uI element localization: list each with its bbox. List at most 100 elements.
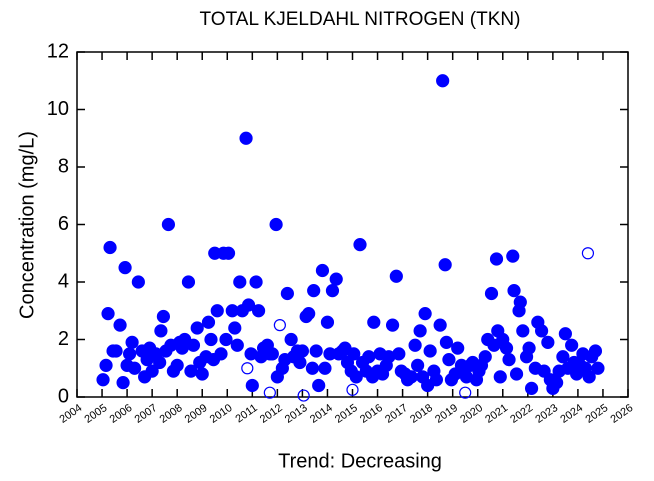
y-tick-label: 4 (58, 270, 69, 292)
data-point (101, 307, 115, 321)
x-tick-label: 2021 (483, 402, 510, 426)
data-point (489, 252, 504, 266)
data-point (233, 275, 247, 289)
data-point (284, 332, 298, 347)
data-point (411, 358, 425, 372)
data-point (588, 344, 603, 358)
data-point (442, 353, 456, 367)
data-point (433, 318, 447, 332)
data-point (116, 376, 130, 390)
data-point (423, 344, 437, 358)
x-tick-label: 2011 (233, 402, 259, 425)
x-tick-label: 2025 (583, 402, 610, 426)
data-point (513, 295, 527, 309)
data-point (99, 358, 113, 372)
data-point (312, 378, 326, 393)
data-point (429, 373, 444, 387)
x-tick-label: 2018 (408, 402, 435, 426)
non-detect-point (346, 383, 359, 396)
data-point (438, 258, 452, 272)
x-tick-label: 2013 (283, 402, 310, 426)
x-tick-label: 2015 (333, 402, 360, 426)
data-point (582, 370, 596, 384)
data-point (228, 321, 242, 335)
data-point (230, 338, 244, 352)
data-point (509, 367, 524, 381)
non-detect-point (273, 319, 286, 332)
y-tick-label: 8 (58, 155, 69, 177)
data-point (145, 364, 159, 378)
data-point (309, 344, 323, 358)
non-detect-point (241, 362, 254, 375)
data-point (307, 284, 321, 298)
data-point (451, 341, 465, 355)
data-point (161, 217, 176, 232)
data-point (265, 347, 279, 361)
x-tick-label: 2014 (308, 402, 335, 426)
y-tick-label: 2 (58, 328, 69, 350)
data-point (118, 261, 132, 275)
x-tick-label: 2012 (258, 402, 285, 426)
data-point (219, 332, 233, 347)
data-point (367, 315, 381, 329)
data-point (502, 353, 516, 367)
data-point (214, 347, 228, 361)
data-point (524, 381, 539, 395)
data-point (181, 275, 196, 289)
data-point (413, 324, 427, 338)
data-point (186, 338, 201, 352)
x-tick-label: 2006 (108, 402, 135, 426)
data-point (131, 275, 145, 289)
data-point (190, 321, 204, 335)
data-point (522, 341, 536, 355)
y-axis-label: Concentration (mg/L) (16, 131, 38, 319)
data-point (204, 332, 218, 347)
y-tick-label: 6 (58, 213, 69, 235)
data-point (325, 284, 340, 298)
data-point (154, 324, 168, 338)
data-point (245, 378, 259, 393)
y-tick-label: 0 (58, 385, 69, 407)
non-detect-point (297, 389, 310, 402)
data-point (239, 131, 253, 145)
data-point (210, 304, 224, 318)
data-point (128, 361, 142, 375)
data-point (591, 361, 605, 375)
x-tick-label: 2017 (383, 402, 410, 426)
x-tick-label: 2005 (82, 402, 109, 426)
data-point (122, 347, 137, 361)
data-point (293, 355, 307, 370)
data-point (302, 307, 316, 321)
data-point (484, 286, 499, 301)
data-point (249, 275, 263, 289)
data-point (408, 338, 422, 352)
data-point (269, 217, 283, 232)
data-point (320, 315, 335, 329)
data-point (507, 284, 521, 298)
data-point (329, 272, 343, 286)
data-point (113, 318, 127, 332)
x-axis-label: Trend: Decreasing (278, 450, 442, 472)
non-detect-point (581, 247, 595, 260)
data-point (478, 350, 492, 364)
non-detect-point (459, 386, 472, 399)
data-point (499, 341, 514, 355)
data-point (392, 347, 406, 361)
data-point (534, 324, 549, 338)
data-point (241, 298, 256, 312)
data-point (565, 338, 579, 352)
x-tick-label: 2020 (458, 402, 485, 426)
data-point (493, 370, 507, 384)
data-point (96, 373, 110, 387)
non-detect-point (263, 386, 276, 399)
chart-title: TOTAL KJELDAHL NITROGEN (TKN) (200, 9, 521, 30)
x-tick-label: 2010 (208, 402, 235, 426)
data-point (385, 318, 400, 332)
data-point (347, 347, 361, 361)
x-tick-label: 2007 (133, 402, 160, 426)
data-point (349, 370, 363, 384)
data-point (170, 358, 184, 372)
data-point (436, 74, 450, 88)
y-tick-label: 10 (47, 98, 69, 120)
